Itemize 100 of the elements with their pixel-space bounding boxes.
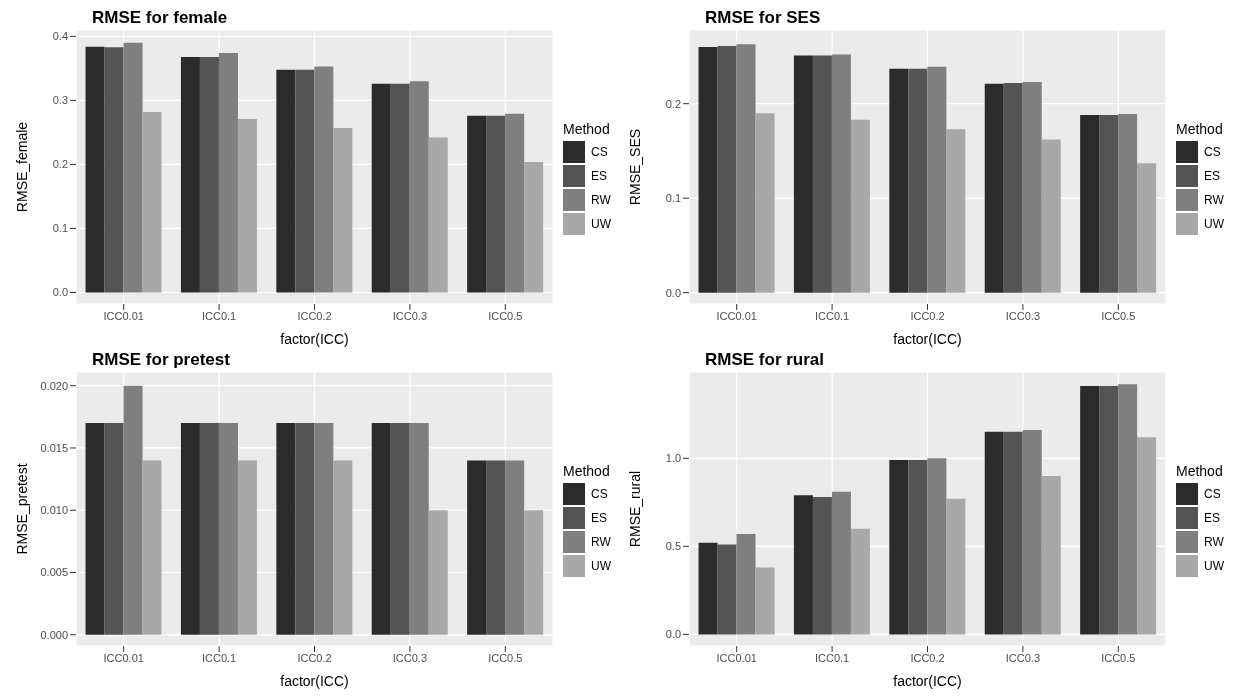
bar bbox=[1080, 386, 1100, 635]
y-tick-label: 0.2 bbox=[52, 158, 68, 171]
bar bbox=[314, 66, 334, 293]
y-axis-title: RMSE_rural bbox=[626, 470, 643, 548]
bar bbox=[409, 423, 429, 635]
bar bbox=[237, 118, 257, 293]
y-tick-label: 0.000 bbox=[40, 628, 68, 641]
bar bbox=[505, 113, 525, 293]
x-axis-title: factor(ICC) bbox=[893, 673, 962, 689]
bar bbox=[333, 127, 353, 293]
legend-label: RW bbox=[1204, 535, 1224, 549]
x-tick-label: ICC0.5 bbox=[1101, 309, 1136, 322]
bar bbox=[755, 567, 775, 635]
bar bbox=[1041, 139, 1061, 293]
bar bbox=[123, 42, 143, 293]
bar bbox=[927, 458, 947, 635]
legend-label: UW bbox=[591, 217, 611, 231]
legend-label: RW bbox=[591, 535, 611, 549]
bar bbox=[812, 55, 832, 293]
y-tick-label: 0.0 bbox=[52, 286, 68, 299]
y-tick-label: 0.020 bbox=[40, 379, 68, 392]
bar bbox=[371, 83, 391, 293]
bar bbox=[1099, 386, 1119, 635]
y-tick-label: 0.2 bbox=[665, 97, 681, 110]
bar bbox=[428, 137, 448, 293]
bar bbox=[1137, 437, 1157, 635]
bar bbox=[295, 423, 315, 635]
bar bbox=[390, 83, 410, 293]
bar bbox=[199, 423, 219, 635]
bar bbox=[486, 115, 506, 293]
bar bbox=[1003, 82, 1023, 293]
bar bbox=[467, 115, 487, 293]
bar bbox=[314, 423, 334, 635]
y-tick-label: 0.4 bbox=[52, 30, 68, 43]
legend-label: ES bbox=[591, 169, 608, 183]
x-axis-title: factor(ICC) bbox=[280, 331, 349, 347]
x-tick-label: ICC0.1 bbox=[201, 309, 237, 322]
bar bbox=[524, 510, 544, 635]
chart-title: RMSE for pretest bbox=[92, 350, 230, 370]
bar bbox=[850, 528, 870, 635]
x-tick-label: ICC0.01 bbox=[716, 309, 757, 322]
y-axis-title: RMSE_female bbox=[13, 121, 30, 213]
x-tick-label: ICC0.3 bbox=[392, 651, 428, 664]
bar bbox=[142, 111, 162, 293]
bar bbox=[812, 497, 832, 635]
y-axis-title: RMSE_SES bbox=[626, 128, 643, 206]
y-tick-label: 1.0 bbox=[665, 452, 681, 465]
bar bbox=[1118, 384, 1138, 635]
x-axis-title: factor(ICC) bbox=[280, 673, 349, 689]
bar bbox=[390, 423, 410, 635]
x-tick-label: ICC0.5 bbox=[488, 651, 523, 664]
x-tick-label: ICC0.1 bbox=[814, 651, 850, 664]
bar bbox=[142, 460, 162, 635]
x-tick-label: ICC0.01 bbox=[103, 651, 144, 664]
bar bbox=[793, 55, 813, 293]
legend-label: UW bbox=[1204, 559, 1224, 573]
legend-label: ES bbox=[591, 511, 608, 525]
bar bbox=[428, 510, 448, 635]
bar bbox=[276, 69, 296, 293]
bar bbox=[218, 423, 238, 635]
y-tick-label: 0.1 bbox=[52, 222, 68, 235]
bar bbox=[505, 460, 525, 635]
bar bbox=[946, 498, 966, 635]
bar bbox=[486, 460, 506, 635]
bar bbox=[295, 69, 315, 293]
bar bbox=[831, 491, 851, 635]
x-tick-label: ICC0.2 bbox=[297, 651, 332, 664]
bar bbox=[1022, 81, 1042, 293]
legend-title: Method bbox=[1176, 121, 1224, 137]
x-tick-label: ICC0.01 bbox=[103, 309, 144, 322]
y-tick-label: 0.010 bbox=[40, 504, 68, 517]
bar bbox=[889, 68, 909, 293]
bar bbox=[831, 54, 851, 293]
y-tick-label: 0.005 bbox=[40, 566, 68, 579]
legend-label: RW bbox=[591, 193, 611, 207]
bar bbox=[736, 534, 756, 635]
x-tick-label: ICC0.3 bbox=[392, 309, 428, 322]
bar bbox=[180, 423, 200, 635]
legend-title: Method bbox=[563, 463, 611, 479]
bar bbox=[984, 83, 1004, 293]
legend-label: ES bbox=[1204, 511, 1221, 525]
bar bbox=[276, 423, 296, 635]
bar bbox=[908, 68, 928, 293]
legend-label: CS bbox=[1204, 487, 1221, 501]
legend-label: UW bbox=[591, 559, 611, 573]
bar bbox=[1137, 163, 1157, 293]
bar bbox=[333, 460, 353, 635]
bar bbox=[237, 460, 257, 635]
x-tick-label: ICC0.5 bbox=[1101, 651, 1136, 664]
bar bbox=[736, 44, 756, 293]
legend-title: Method bbox=[1176, 463, 1224, 479]
legend-title: Method bbox=[563, 121, 611, 137]
bar bbox=[524, 161, 544, 293]
bar bbox=[1080, 115, 1100, 293]
bar bbox=[717, 46, 737, 293]
x-tick-label: ICC0.1 bbox=[201, 651, 237, 664]
x-tick-label: ICC0.3 bbox=[1005, 651, 1041, 664]
bar bbox=[755, 113, 775, 293]
bar bbox=[1118, 114, 1138, 293]
bar bbox=[467, 460, 487, 635]
